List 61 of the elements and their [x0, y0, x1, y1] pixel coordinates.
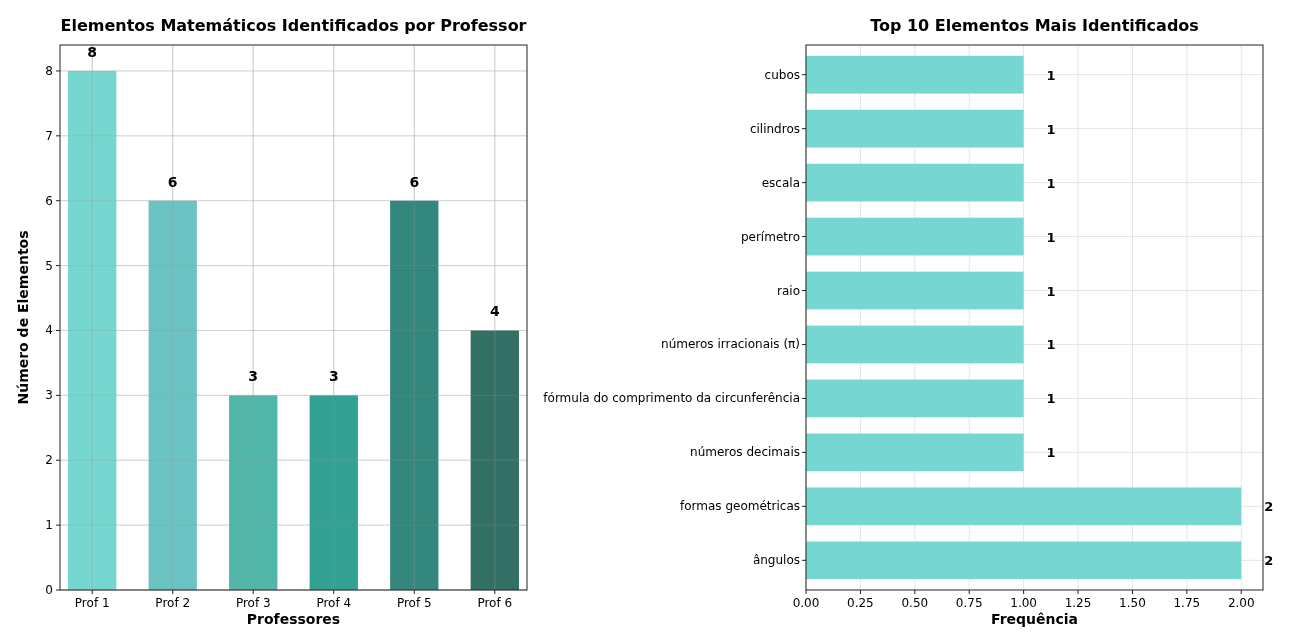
- data-label: 1: [1046, 445, 1056, 461]
- x-tick-label: 0.00: [792, 596, 820, 610]
- x-tick-label: 0.50: [901, 596, 929, 610]
- data-label: 3: [248, 368, 259, 385]
- bar: [309, 395, 358, 590]
- data-label: 1: [1046, 121, 1056, 137]
- y-tick-label: 3: [45, 388, 53, 403]
- data-label: 4: [489, 303, 500, 320]
- y-tick-label: números irracionais (π): [661, 337, 800, 352]
- y-tick-label: 8: [45, 63, 53, 78]
- y-tick-label: 2: [45, 453, 53, 468]
- x-axis-title: Professores: [246, 611, 341, 627]
- y-tick-label: 7: [45, 128, 53, 143]
- data-label: 1: [1046, 67, 1056, 83]
- y-tick-label: 1: [45, 518, 53, 533]
- data-label: 1: [1046, 337, 1056, 353]
- y-tick-label: raio: [777, 283, 800, 298]
- bar: [390, 200, 439, 590]
- y-tick-label: números decimais: [690, 445, 800, 460]
- x-axis-title: Frequência: [990, 611, 1079, 627]
- x-tick-label: Prof 2: [155, 596, 191, 610]
- data-label: 6: [167, 173, 178, 190]
- y-axis-title: Número de Elementos: [15, 230, 31, 405]
- y-tick-label: escala: [761, 175, 800, 190]
- data-label: 1: [1046, 283, 1056, 299]
- data-label: 1: [1046, 391, 1056, 407]
- bar: [148, 200, 197, 590]
- bar: [470, 330, 519, 590]
- chart-title: Top 10 Elementos Mais Identificados: [870, 16, 1199, 35]
- x-tick-label: Prof 5: [396, 596, 432, 610]
- y-tick-label: fórmula do comprimento da circunferência: [543, 391, 800, 406]
- data-label: 3: [328, 368, 339, 385]
- bar: [229, 395, 278, 590]
- y-tick-label: 4: [45, 323, 53, 338]
- x-tick-label: 0.75: [955, 596, 983, 610]
- y-tick-label: cubos: [764, 67, 800, 82]
- data-label: 1: [1046, 175, 1056, 191]
- y-tick-label: 6: [45, 193, 53, 208]
- data-label: 6: [409, 173, 420, 190]
- x-tick-label: Prof 4: [316, 596, 352, 610]
- y-tick-label: 5: [45, 258, 53, 273]
- y-tick-label: 0: [45, 583, 53, 597]
- y-tick-label: cilindros: [749, 121, 800, 136]
- x-tick-label: Prof 1: [74, 596, 110, 610]
- data-label: 8: [87, 43, 98, 60]
- chart-title: Elementos Matemáticos Identificados por Professor: [60, 16, 527, 35]
- data-label: 1: [1046, 229, 1056, 245]
- y-tick-label: perímetro: [740, 229, 800, 244]
- x-tick-label: Prof 3: [235, 596, 271, 610]
- x-tick-label: 1.50: [1119, 596, 1146, 610]
- bar: [68, 70, 117, 590]
- x-tick-label: 1.00: [1010, 596, 1037, 610]
- x-tick-label: 1.25: [1064, 596, 1092, 610]
- x-tick-label: 0.25: [847, 596, 874, 610]
- y-tick-label: formas geométricas: [680, 499, 800, 514]
- data-label: 2: [1264, 499, 1274, 515]
- data-label: 2: [1264, 553, 1274, 569]
- y-tick-label: ângulos: [752, 553, 800, 568]
- x-tick-label: Prof 6: [477, 596, 513, 610]
- x-tick-label: 2.00: [1227, 596, 1255, 610]
- x-tick-label: 1.75: [1173, 596, 1201, 610]
